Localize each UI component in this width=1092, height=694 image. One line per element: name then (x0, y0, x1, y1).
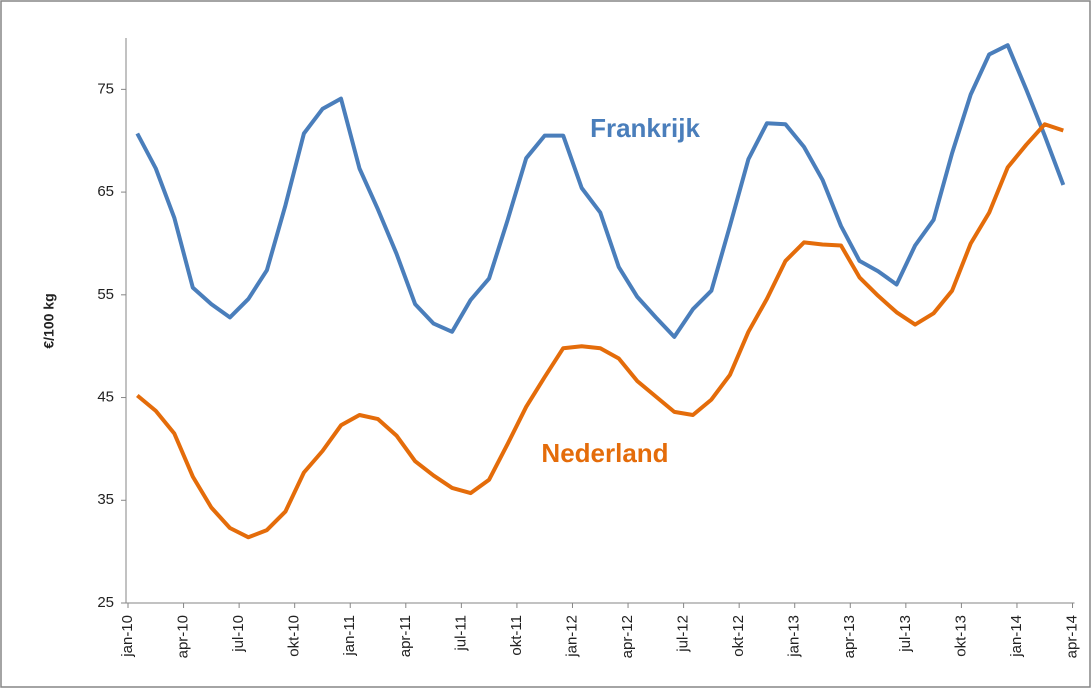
series-label: Nederland (541, 438, 668, 468)
y-tick-label: 55 (97, 286, 114, 303)
series-line (135, 43, 1066, 339)
series-label: Frankrijk (590, 113, 700, 143)
x-tick-label: jan-12 (563, 615, 580, 658)
x-tick-label: jul-13 (897, 615, 914, 653)
x-tick-label: jul-10 (230, 615, 247, 653)
x-tick-label: jan-11 (341, 615, 358, 657)
y-tick-label: 75 (97, 80, 114, 97)
y-tick-label: 45 (97, 389, 114, 406)
y-axis-label: €/100 kg (41, 293, 57, 348)
x-tick-label: apr-14 (1063, 615, 1080, 658)
x-tick-label: okt-10 (286, 615, 303, 657)
x-tick-label: apr-11 (397, 615, 414, 657)
x-tick-label: okt-12 (730, 615, 747, 657)
x-tick-label: okt-13 (952, 615, 969, 657)
x-tick-label: jul-12 (675, 615, 692, 653)
x-tick-label: jan-13 (786, 615, 803, 658)
y-tick-label: 25 (97, 594, 114, 611)
y-tick-label: 65 (97, 183, 114, 200)
x-tick-label: jul-11 (452, 615, 469, 652)
x-tick-label: apr-13 (841, 615, 858, 658)
series-line (136, 122, 1064, 540)
y-tick-label: 35 (97, 491, 114, 508)
x-tick-label: jan-14 (1008, 615, 1025, 658)
x-tick-label: apr-10 (175, 615, 192, 658)
x-tick-label: apr-12 (619, 615, 636, 658)
x-tick-label: okt-11 (508, 615, 525, 656)
x-tick-label: jan-10 (119, 615, 136, 658)
